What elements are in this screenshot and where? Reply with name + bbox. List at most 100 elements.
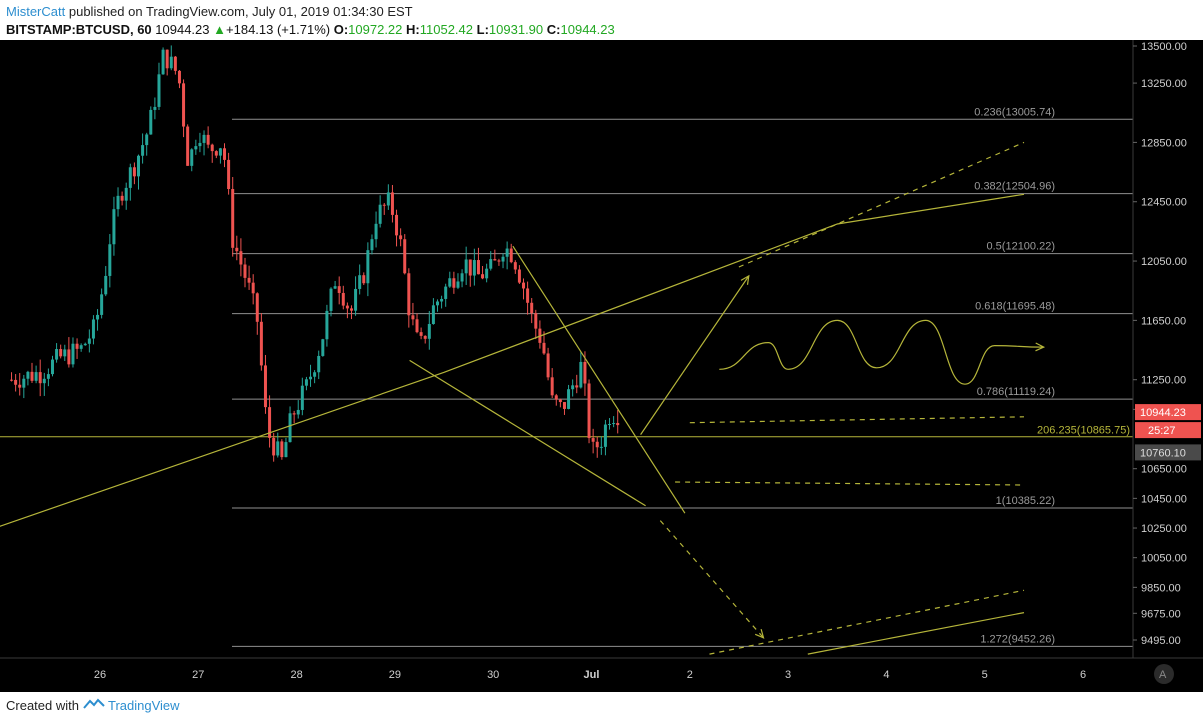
crosshair-price-label: 10760.10 — [1140, 447, 1186, 459]
candle-body — [263, 365, 267, 408]
horizontal-line[interactable]: 206.235(10865.75) — [0, 425, 1133, 438]
time-tick-label: 4 — [883, 669, 889, 681]
fib-label: 0.236(13005.74) — [974, 106, 1055, 118]
candle-body — [46, 374, 50, 379]
time-tick-label: 26 — [94, 669, 106, 681]
candle-body — [427, 324, 431, 339]
price-change: +184.13 (+1.71%) — [226, 22, 331, 37]
candle-body — [120, 195, 124, 201]
fib-label: 0.5(12100.22) — [987, 241, 1056, 253]
price-tick-label: 13250.00 — [1141, 78, 1187, 90]
candle-body — [505, 248, 509, 257]
candle-body — [452, 278, 456, 288]
candle-body — [386, 192, 390, 206]
candle-body — [218, 148, 222, 156]
support-line-low[interactable] — [807, 612, 1025, 655]
candle-body — [337, 286, 341, 293]
candle-body — [579, 361, 583, 388]
fibonacci-levels[interactable]: 0.236(13005.74) 0.382(12504.96) 0.5(12100.… — [232, 106, 1133, 647]
tradingview-brand[interactable]: TradingView — [108, 698, 180, 713]
support-line-low-dashed[interactable] — [709, 589, 1025, 655]
candle-body — [399, 235, 403, 240]
price-tick-label: 11650.00 — [1141, 315, 1186, 327]
time-axis[interactable]: 26 27 28 29 30 Jul 2 3 4 5 6 — [94, 669, 1086, 681]
last-price-badge: 10944.23 25:27 10760.10 — [1135, 404, 1201, 461]
dashed-level-low[interactable] — [675, 481, 1025, 486]
created-with: Created with TradingView — [6, 698, 180, 713]
open-label: O: — [333, 22, 349, 37]
rising-trendline[interactable] — [0, 193, 1025, 557]
candle-body — [464, 259, 468, 274]
high-label: H: — [406, 22, 420, 37]
forecast-arrow-up[interactable] — [640, 275, 750, 435]
candle-body — [272, 437, 276, 456]
candle-body — [558, 399, 562, 403]
candle-body — [227, 159, 231, 190]
settings-watermark[interactable]: A — [1154, 664, 1174, 684]
candle-body — [481, 274, 485, 279]
candle-body — [534, 313, 538, 329]
candle-body — [42, 378, 46, 384]
price-tick-label: 9850.00 — [1141, 582, 1181, 594]
countdown-label: 25:27 — [1148, 425, 1176, 437]
candle-body — [169, 56, 173, 69]
wedge-bottom[interactable] — [409, 359, 646, 507]
last-price-label: 10944.23 — [1140, 407, 1186, 419]
candle-body — [202, 134, 206, 143]
candle-body — [440, 298, 444, 302]
wave-arrow-head — [1035, 342, 1046, 352]
candle-body — [608, 424, 612, 426]
candle-body — [411, 315, 415, 320]
low-label: L: — [476, 22, 489, 37]
wave-forecast[interactable] — [719, 319, 1044, 385]
candle-body — [419, 332, 423, 336]
candle-body — [198, 142, 202, 147]
candle-body — [485, 268, 489, 279]
candle-body — [571, 385, 575, 390]
candle-body — [206, 134, 210, 145]
candle-body — [423, 335, 427, 339]
candle-body — [190, 149, 194, 166]
candle-body — [513, 262, 517, 270]
candle-body — [108, 244, 112, 276]
close-value: 10944.23 — [560, 22, 615, 37]
last-price: 10944.23 — [155, 22, 210, 37]
candle-body — [395, 214, 399, 236]
candle-body — [358, 275, 362, 289]
published-text: published on TradingView.com, July 01, 2… — [68, 4, 413, 19]
author-link[interactable]: MisterCatt — [6, 4, 66, 19]
candle-body — [132, 167, 136, 177]
candle-body — [345, 305, 349, 309]
candle-body — [313, 372, 317, 377]
candle-body — [96, 314, 100, 320]
forecast-arrow-down[interactable] — [659, 520, 764, 639]
candle-body — [79, 345, 83, 349]
candle-body — [407, 273, 411, 316]
price-chart[interactable]: 0.236(13005.74) 0.382(12504.96) 0.5(12100.… — [0, 40, 1203, 692]
candle-body — [575, 385, 579, 388]
time-tick-label: 2 — [687, 669, 693, 681]
candle-body — [87, 338, 91, 344]
candle-body — [354, 288, 358, 311]
fib-label: 1(10385.22) — [996, 495, 1055, 507]
candle-body — [38, 372, 42, 384]
channel-top-dashed[interactable] — [738, 141, 1025, 268]
candle-body — [296, 409, 300, 415]
wedge-top[interactable] — [512, 245, 686, 514]
candle-body — [112, 209, 116, 245]
price-tick-label: 9675.00 — [1141, 608, 1181, 620]
time-tick-label: 6 — [1080, 669, 1086, 681]
candle-body — [280, 441, 284, 458]
candle-body — [595, 441, 599, 448]
candle-body — [325, 310, 329, 340]
candle-body — [210, 144, 214, 152]
candle-body — [194, 146, 198, 150]
candle-body — [456, 281, 460, 288]
price-tick-label: 12050.00 — [1141, 256, 1187, 268]
candle-body — [26, 371, 30, 379]
drawings[interactable] — [0, 141, 1046, 655]
candle-body — [50, 359, 54, 375]
candle-body — [517, 269, 521, 283]
time-tick-label: Jul — [584, 669, 600, 681]
symbol-label: BITSTAMP:BTCUSD, 60 — [6, 22, 152, 37]
